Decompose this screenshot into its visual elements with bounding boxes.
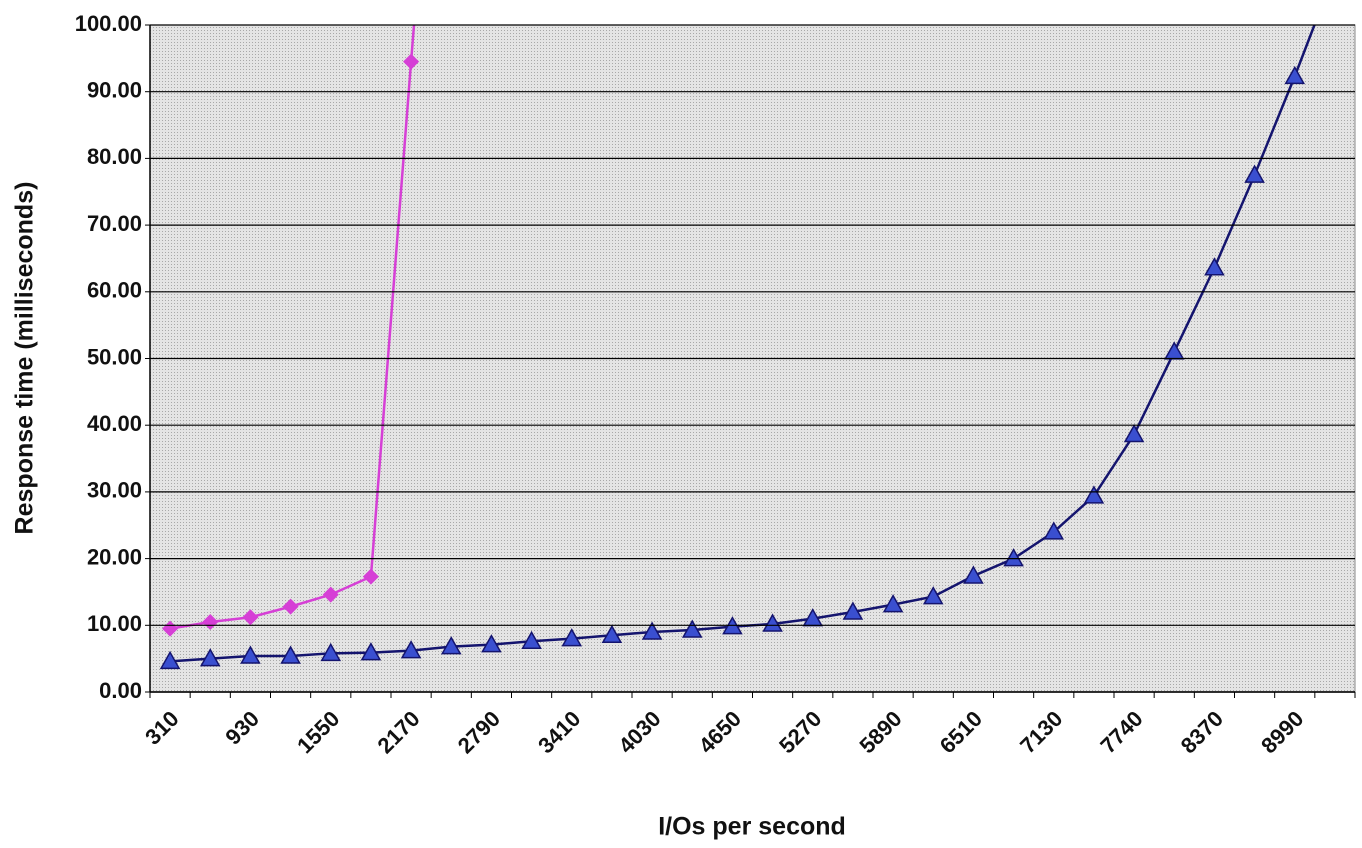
x-tick-label: 310 — [140, 706, 184, 750]
triangle-marker — [521, 630, 542, 650]
x-tick-label: 1550 — [292, 706, 344, 758]
triangle-marker — [1244, 164, 1265, 183]
triangle-marker — [1003, 548, 1024, 567]
y-tick-label: 50.00 — [87, 344, 142, 369]
x-tick-label: 2790 — [453, 706, 505, 758]
y-tick-label: 0.00 — [99, 678, 142, 703]
x-axis-title: I/Os per second — [658, 813, 846, 841]
diamond-marker — [362, 568, 379, 585]
triangle-marker — [561, 628, 583, 647]
triangle-marker — [440, 636, 462, 655]
triangle-marker — [842, 601, 864, 620]
y-tick-label: 100.00 — [75, 11, 142, 36]
y-tick-label: 20.00 — [87, 544, 142, 569]
diamond-marker — [322, 586, 339, 603]
x-tick-label: 4030 — [613, 706, 665, 758]
triangle-marker — [601, 624, 623, 644]
y-tick-label: 40.00 — [87, 411, 142, 436]
diamond-marker — [162, 620, 179, 637]
diamond-marker — [242, 609, 259, 626]
x-tick-label: 5270 — [774, 706, 826, 758]
diamond-marker — [282, 598, 299, 615]
x-tick-label: 7130 — [1015, 706, 1067, 758]
y-tick-label: 30.00 — [87, 478, 142, 503]
x-tick-label: 930 — [220, 706, 264, 750]
x-tick-label: 5890 — [854, 706, 906, 758]
triangle-marker — [1284, 65, 1306, 85]
y-axis-title: Response time (milliseconds) — [11, 182, 39, 535]
diamond-marker — [403, 53, 420, 70]
x-tick-label: 6510 — [935, 706, 987, 758]
triangle-marker — [199, 648, 221, 667]
triangle-marker — [360, 642, 382, 661]
y-tick-label: 90.00 — [87, 78, 142, 103]
triangle-marker — [641, 621, 663, 640]
x-tick-label: 8370 — [1176, 706, 1228, 758]
triangle-marker — [1043, 521, 1065, 540]
triangle-marker — [963, 565, 984, 584]
x-tick-label: 8990 — [1256, 706, 1308, 758]
x-tick-label: 3410 — [533, 706, 585, 758]
triangle-marker — [762, 613, 783, 632]
x-tick-label: 7740 — [1095, 706, 1147, 758]
triangle-marker — [481, 634, 502, 653]
y-tick-label: 10.00 — [87, 611, 142, 636]
triangle-marker — [1204, 257, 1225, 276]
triangle-marker — [882, 594, 904, 613]
triangle-marker — [1083, 485, 1105, 504]
y-tick-label: 70.00 — [87, 211, 142, 236]
y-tick-label: 60.00 — [87, 278, 142, 303]
triangle-marker — [240, 645, 261, 664]
triangle-marker — [159, 650, 181, 670]
triangle-marker — [681, 619, 703, 638]
x-tick-label: 4650 — [694, 706, 746, 758]
x-tick-label: 2170 — [372, 706, 424, 758]
triangle-marker — [280, 645, 301, 664]
triangle-marker — [922, 586, 944, 605]
diamond-marker — [202, 613, 219, 630]
triangle-marker — [400, 640, 422, 659]
triangle-marker — [1123, 424, 1145, 443]
y-tick-label: 80.00 — [87, 144, 142, 169]
triangle-marker — [320, 642, 342, 662]
